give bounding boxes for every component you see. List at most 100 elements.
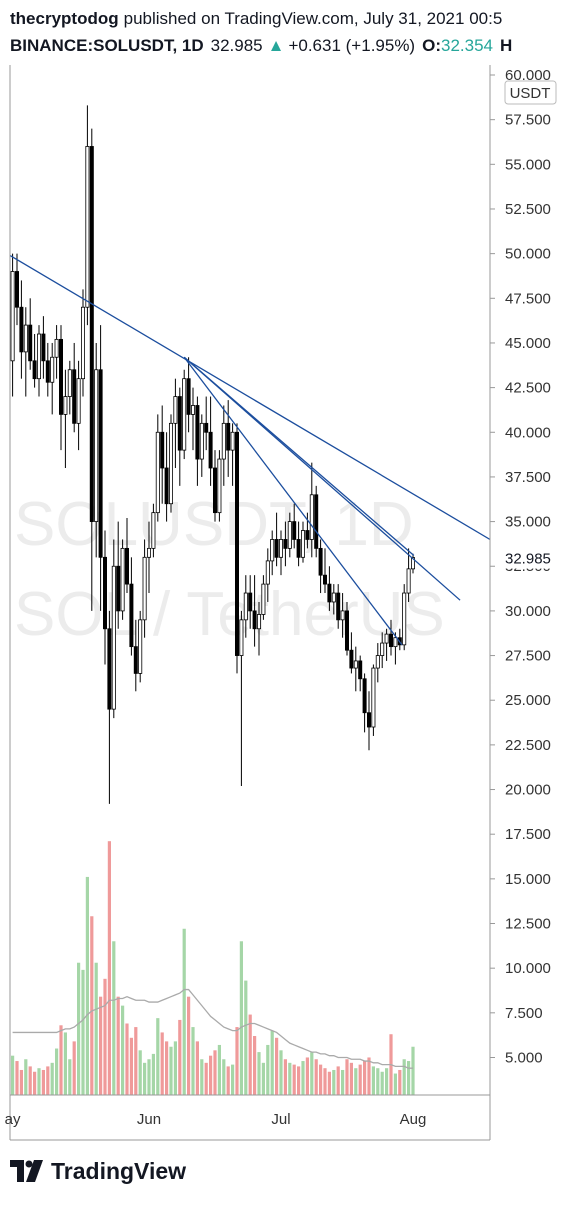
x-tick-label: Aug: [400, 1111, 427, 1128]
candle-body: [173, 396, 178, 424]
price-label: 32.985: [505, 551, 551, 568]
candle-body: [362, 678, 367, 714]
candle-body: [98, 369, 103, 558]
volume-bar: [33, 1071, 37, 1095]
candle-body: [388, 633, 393, 648]
candle-body: [296, 539, 301, 558]
volume-bar: [28, 1066, 32, 1095]
volume-bar: [63, 1032, 67, 1095]
volume-bar: [11, 1055, 15, 1095]
candle-body: [120, 547, 125, 612]
volume-bar: [376, 1068, 380, 1095]
candle-body: [221, 422, 226, 460]
candle-body: [67, 369, 72, 397]
x-tick-label: Jul: [271, 1111, 290, 1128]
volume-bar: [129, 1037, 133, 1095]
volume-bar: [81, 969, 85, 1095]
volume-bar: [275, 1037, 279, 1095]
currency-box: [504, 80, 557, 105]
candle-body: [239, 619, 244, 656]
volume-bar: [292, 1064, 296, 1095]
candle-body: [410, 557, 415, 570]
volume-bar: [393, 1073, 397, 1095]
candle-body: [129, 583, 134, 648]
volume-bar: [15, 1061, 19, 1095]
candle-body: [292, 521, 297, 540]
candle-body: [393, 637, 398, 648]
volume-bar: [345, 1059, 349, 1095]
candle-body: [146, 547, 151, 558]
logo: TradingView: [10, 1158, 186, 1184]
currency: USDT: [510, 85, 551, 102]
volume-bar: [358, 1064, 362, 1095]
trendline: [183, 356, 403, 646]
volume-ma-line: [12, 988, 413, 1069]
volume-bar: [332, 1069, 336, 1095]
volume-bar: [217, 1044, 221, 1095]
volume-bar: [147, 1059, 151, 1095]
open-label: O:: [422, 36, 441, 55]
published: published on TradingView.com, July 31, 2…: [124, 9, 503, 28]
candle-body: [252, 610, 257, 630]
y-tick-label: 42.500: [505, 380, 551, 397]
candle-body: [265, 560, 270, 585]
volume-bar: [314, 1059, 318, 1095]
y-tick-label: 27.500: [505, 648, 551, 665]
volume-bar: [288, 1062, 292, 1095]
candle-body: [322, 574, 327, 585]
candle-body: [318, 547, 323, 576]
volume-bar: [402, 1059, 406, 1095]
volume-bar: [349, 1062, 353, 1095]
volume-bar: [138, 1050, 142, 1095]
candle-body: [230, 431, 235, 451]
volume-bar: [301, 1061, 305, 1095]
candle-body: [41, 333, 46, 362]
volume-bar: [173, 1041, 177, 1095]
candle-body: [63, 396, 68, 415]
volume-bar: [341, 1069, 345, 1095]
volume-bar: [411, 1046, 415, 1095]
trendline: [183, 356, 415, 557]
volume-bar: [55, 1048, 59, 1095]
volume-bar: [253, 1036, 257, 1095]
candle-body: [168, 422, 173, 505]
y-tick-label: 47.500: [505, 290, 551, 307]
candle-body: [85, 146, 90, 308]
volume-bar: [85, 876, 89, 1095]
candle-body: [190, 405, 195, 415]
candle-body: [14, 271, 19, 308]
volume-bar: [182, 928, 186, 1095]
volume-bar: [165, 1041, 169, 1095]
volume-bar: [143, 1062, 147, 1095]
volume-bar: [41, 1069, 45, 1095]
volume-bar: [134, 1027, 138, 1095]
volume-bar: [160, 1032, 164, 1095]
volume-bar: [270, 1030, 274, 1095]
high-label: H: [500, 36, 512, 55]
volume-bar: [204, 1062, 208, 1095]
volume-bar: [209, 1055, 213, 1095]
candle-body: [50, 356, 55, 383]
volume-bar: [169, 1046, 173, 1095]
watermark: SOL / TetherUS: [14, 580, 445, 649]
logo-dot: [25, 1160, 33, 1168]
logo-mark-2: [26, 1160, 43, 1182]
volume-bar: [323, 1068, 327, 1095]
y-tick-label: 57.500: [505, 112, 551, 129]
y-tick-label: 20.000: [505, 782, 551, 799]
volume-bar: [257, 1052, 261, 1095]
y-tick-label: 45.000: [505, 335, 551, 352]
volume-bar: [99, 996, 103, 1095]
volume-bar: [248, 1014, 252, 1095]
candle-body: [327, 583, 332, 603]
candle-body: [314, 494, 319, 549]
volume-bar: [319, 1064, 323, 1095]
candle-body: [256, 614, 261, 630]
candle-body: [195, 405, 200, 460]
candle-body: [305, 530, 310, 540]
change: +0.631 (+1.95%): [288, 36, 415, 55]
volume-bar: [107, 841, 111, 1095]
